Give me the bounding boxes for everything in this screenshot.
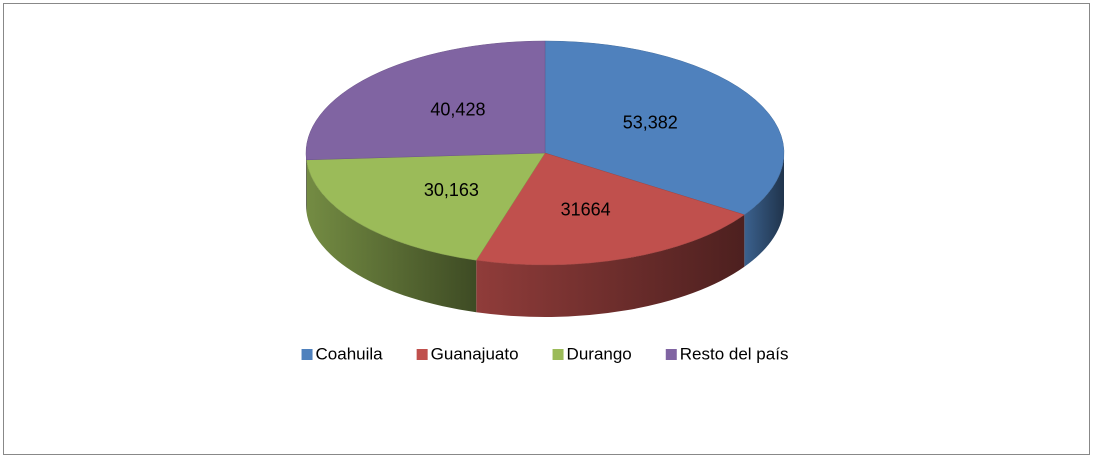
legend-label: Durango: [567, 344, 632, 363]
data-label: 40,428: [430, 100, 485, 120]
slice: [475, 152, 745, 266]
legend-label: Resto del país: [680, 344, 789, 363]
data-label: 30,163: [424, 180, 479, 200]
slice-side: [306, 159, 477, 313]
legend-swatch: [665, 349, 677, 360]
legend-label: Guanajuato: [431, 344, 519, 363]
slice-side: [476, 214, 745, 317]
slice-side: [744, 153, 784, 267]
data-label: 31664: [561, 200, 611, 220]
slice: [305, 40, 546, 161]
legend-swatch: [552, 349, 564, 360]
legend-swatch: [301, 349, 313, 360]
legend-label: Coahuila: [316, 344, 384, 363]
data-label: 53,382: [623, 113, 678, 133]
slice: [306, 152, 546, 261]
legend-swatch: [416, 349, 428, 360]
